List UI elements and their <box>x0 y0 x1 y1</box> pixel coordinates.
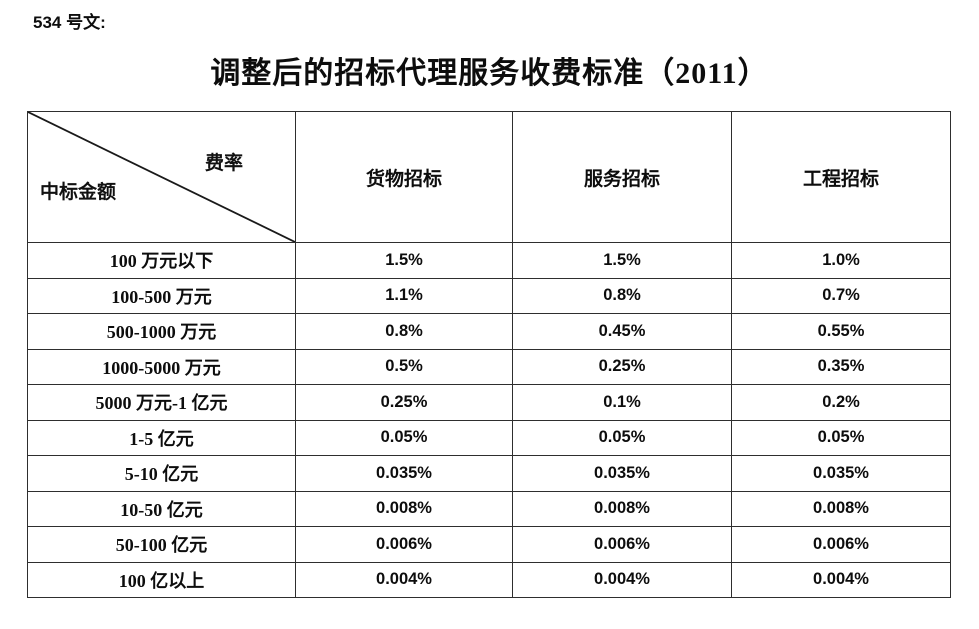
fee-cell: 0.008% <box>512 490 732 527</box>
fee-cell: 1.5% <box>295 242 513 279</box>
fee-table-body: 100 万元以下 1.5% 1.5% 1.0% 100-500 万元 1.1% 0.8% 0.… <box>27 242 951 598</box>
fee-cell: 0.2% <box>731 384 951 421</box>
fee-cell: 0.006% <box>295 526 513 563</box>
table-row: 100 万元以下 1.5% 1.5% 1.0% <box>27 242 951 279</box>
table-row: 1000-5000 万元 0.5% 0.25% 0.35% <box>27 348 951 385</box>
fee-cell: 1.5% <box>512 242 732 279</box>
row-label: 50-100 亿元 <box>27 526 296 563</box>
row-label: 5000 万元-1 亿元 <box>27 384 296 421</box>
row-label: 10-50 亿元 <box>27 490 296 527</box>
row-label: 100-500 万元 <box>27 277 296 314</box>
row-label: 5-10 亿元 <box>27 455 296 492</box>
fee-cell: 0.25% <box>512 348 732 385</box>
row-label: 100 万元以下 <box>27 242 296 279</box>
fee-cell: 0.006% <box>731 526 951 563</box>
table-row: 500-1000 万元 0.8% 0.45% 0.55% <box>27 313 951 350</box>
fee-cell: 0.55% <box>731 313 951 350</box>
fee-cell: 0.004% <box>295 561 513 598</box>
fee-cell: 0.8% <box>295 313 513 350</box>
fee-cell: 0.1% <box>512 384 732 421</box>
row-label: 500-1000 万元 <box>27 313 296 350</box>
diagonal-divider-line <box>28 112 295 242</box>
corner-label-rate: 费率 <box>204 153 243 174</box>
fee-cell: 0.45% <box>512 313 732 350</box>
fee-cell: 0.35% <box>731 348 951 385</box>
table-row: 1-5 亿元 0.05% 0.05% 0.05% <box>27 419 951 456</box>
fee-cell: 0.8% <box>512 277 732 314</box>
document-number: 534 号文: <box>33 13 106 32</box>
fee-cell: 0.008% <box>295 490 513 527</box>
fee-cell: 0.5% <box>295 348 513 385</box>
fee-table: 费率 中标金额 货物招标 服务招标 工程招标 100 万元以下 1.5% 1.5% 1… <box>27 111 951 598</box>
fee-cell: 1.0% <box>731 242 951 279</box>
fee-cell: 0.035% <box>295 455 513 492</box>
fee-cell: 0.05% <box>295 419 513 456</box>
column-header-services: 服务招标 <box>512 111 732 243</box>
table-row: 10-50 亿元 0.008% 0.008% 0.008% <box>27 490 951 527</box>
table-header-row: 费率 中标金额 货物招标 服务招标 工程招标 <box>27 111 951 243</box>
fee-cell: 0.006% <box>512 526 732 563</box>
fee-cell: 0.035% <box>512 455 732 492</box>
row-label: 1-5 亿元 <box>27 419 296 456</box>
corner-label-amount: 中标金额 <box>40 182 117 203</box>
row-label: 1000-5000 万元 <box>27 348 296 385</box>
fee-cell: 0.05% <box>731 419 951 456</box>
fee-cell: 0.004% <box>512 561 732 598</box>
page-title: 调整后的招标代理服务收费标准（2011） <box>210 57 769 90</box>
table-row: 50-100 亿元 0.006% 0.006% 0.006% <box>27 526 951 563</box>
table-row: 100-500 万元 1.1% 0.8% 0.7% <box>27 277 951 314</box>
fee-cell: 0.035% <box>731 455 951 492</box>
column-header-engineering: 工程招标 <box>731 111 951 243</box>
fee-cell: 0.05% <box>512 419 732 456</box>
fee-cell: 0.004% <box>731 561 951 598</box>
fee-cell: 0.008% <box>731 490 951 527</box>
table-row: 100 亿以上 0.004% 0.004% 0.004% <box>27 561 951 598</box>
column-header-goods: 货物招标 <box>295 111 513 243</box>
diagonal-corner-cell: 费率 中标金额 <box>27 111 296 243</box>
fee-cell: 1.1% <box>295 277 513 314</box>
fee-cell: 0.25% <box>295 384 513 421</box>
table-row: 5-10 亿元 0.035% 0.035% 0.035% <box>27 455 951 492</box>
row-label: 100 亿以上 <box>27 561 296 598</box>
table-row: 5000 万元-1 亿元 0.25% 0.1% 0.2% <box>27 384 951 421</box>
fee-cell: 0.7% <box>731 277 951 314</box>
